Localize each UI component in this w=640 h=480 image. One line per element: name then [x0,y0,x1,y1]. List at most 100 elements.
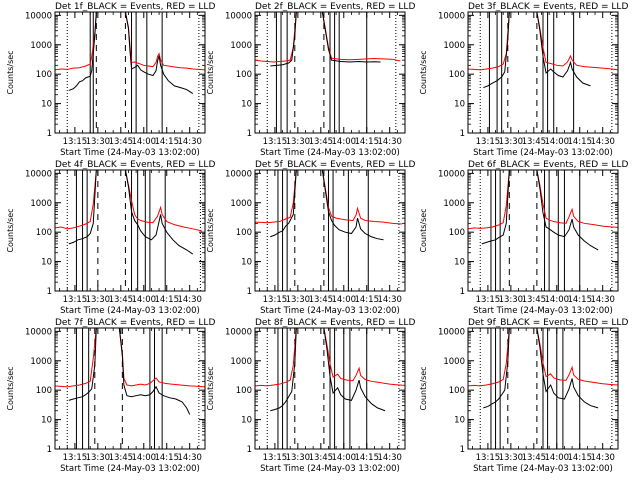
x-tick-label: 14:30 [177,295,202,305]
x-tick-label: 14:15 [567,295,592,305]
x-tick-label: 14:15 [567,453,592,463]
x-tick-label: 14:30 [377,295,402,305]
y-tick-label: 10 [454,416,465,426]
y-tick-label: 10 [41,258,52,268]
panel-title: Det 5f_BLACK = Events, RED = LLD [255,160,415,170]
y-tick-label: 1000 [30,199,52,209]
y-axis-label: Counts/sec [206,50,215,94]
plot-frame [254,11,406,134]
y-axis-label: Counts/sec [6,208,15,252]
x-tick-label: 14:15 [354,295,379,305]
x-tick-label: 13:30 [286,295,311,305]
events-series-line [270,328,386,412]
y-tick-label: 1000 [443,357,465,367]
x-tick-label: 13:15 [476,295,501,305]
y-tick-label: 1 [460,287,465,297]
detector-panel: Det 9f_BLACK = Events, RED = LLD Counts/s… [419,318,628,474]
x-tick-label: 13:45 [109,453,134,463]
panel-title: Det 7f_BLACK = Events, RED = LLD [55,318,215,328]
x-tick-label: 13:45 [522,137,547,147]
y-tick-label: 10 [241,100,252,110]
y-tick-label: 100 [36,70,52,80]
x-tick-label: 13:30 [286,137,311,147]
plot-frame [54,169,206,292]
y-tick-label: 100 [449,386,465,396]
y-tick-label: 1000 [230,199,252,209]
detector-panel: Det 2f_BLACK = Events, RED = LLD Counts/s… [206,2,415,158]
plot-frame [254,327,406,450]
y-tick-label: 1 [47,129,52,139]
x-tick-label: 13:45 [522,295,547,305]
detector-panel: Det 7f_BLACK = Events, RED = LLD Counts/s… [6,318,215,474]
lld-series-line [55,170,203,232]
y-tick-label: 10000 [25,327,52,337]
plot-frame [467,327,619,450]
y-tick-label: 10000 [225,11,252,21]
x-tick-label: 13:45 [522,453,547,463]
panel-title: Det 2f_BLACK = Events, RED = LLD [255,2,415,12]
x-tick-label: 13:30 [86,453,111,463]
y-axis-label: Counts/sec [6,50,15,94]
y-tick-label: 1 [460,445,465,455]
detector-panel: Det 5f_BLACK = Events, RED = LLD Counts/s… [206,160,415,316]
y-axis-label: Counts/sec [419,50,428,94]
y-tick-label: 10000 [438,169,465,179]
x-tick-label: 13:30 [499,453,524,463]
x-tick-label: 14:00 [332,453,357,463]
x-axis-label: Start Time (24-May-03 13:02:00) [473,148,613,158]
y-tick-label: 10 [454,100,465,110]
y-tick-label: 10000 [225,327,252,337]
y-tick-label: 1000 [443,41,465,51]
panel-title: Det 4f_BLACK = Events, RED = LLD [55,160,215,170]
x-axis-label: Start Time (24-May-03 13:02:00) [60,148,200,158]
panels-grid: Det 1f_BLACK = Events, RED = LLD Counts/s… [6,2,628,474]
x-tick-label: 13:15 [476,137,501,147]
x-tick-label: 14:30 [377,453,402,463]
detector-panel: Det 8f_BLACK = Events, RED = LLD Counts/s… [206,318,415,474]
events-series-line [483,12,591,89]
x-tick-label: 13:30 [499,295,524,305]
lld-series-line [468,170,618,230]
panel-title: Det 3f_BLACK = Events, RED = LLD [468,2,628,12]
x-tick-label: 14:00 [545,295,570,305]
y-tick-label: 1000 [230,41,252,51]
y-axis-label: Counts/sec [419,208,428,252]
y-tick-label: 1 [247,129,252,139]
lld-series-line [255,328,405,387]
y-tick-label: 1 [460,129,465,139]
x-tick-label: 13:45 [309,453,334,463]
x-tick-label: 14:30 [177,137,202,147]
x-tick-label: 13:30 [499,137,524,147]
y-axis-label: Counts/sec [6,366,15,410]
x-axis-label: Start Time (24-May-03 13:02:00) [260,464,400,474]
x-tick-label: 13:15 [63,295,88,305]
x-tick-label: 13:15 [263,137,288,147]
y-tick-label: 1 [47,445,52,455]
x-tick-label: 14:00 [132,295,157,305]
y-tick-label: 10000 [25,11,52,21]
x-tick-label: 13:15 [263,295,288,305]
y-tick-label: 100 [36,386,52,396]
panel-title: Det 1f_BLACK = Events, RED = LLD [55,2,215,12]
x-axis-label: Start Time (24-May-03 13:02:00) [60,464,200,474]
x-tick-label: 13:30 [86,137,111,147]
detector-panel: Det 4f_BLACK = Events, RED = LLD Counts/s… [6,160,215,316]
panel-title: Det 9f_BLACK = Events, RED = LLD [468,318,628,328]
plot-frame [54,11,206,134]
plot-frame [467,11,619,134]
x-tick-label: 13:45 [109,137,134,147]
panel-title: Det 8f_BLACK = Events, RED = LLD [255,318,415,328]
lld-series-line [255,170,402,225]
detector-panel: Det 3f_BLACK = Events, RED = LLD Counts/s… [419,2,628,158]
x-tick-label: 14:30 [177,453,202,463]
y-axis-label: Counts/sec [206,366,215,410]
x-tick-label: 13:45 [309,137,334,147]
y-tick-label: 100 [36,228,52,238]
x-tick-label: 14:00 [332,295,357,305]
x-tick-label: 13:30 [286,453,311,463]
x-axis-label: Start Time (24-May-03 13:02:00) [260,306,400,316]
y-tick-label: 10 [41,100,52,110]
x-tick-label: 14:15 [154,295,179,305]
x-tick-label: 14:00 [132,137,157,147]
y-tick-label: 100 [236,386,252,396]
